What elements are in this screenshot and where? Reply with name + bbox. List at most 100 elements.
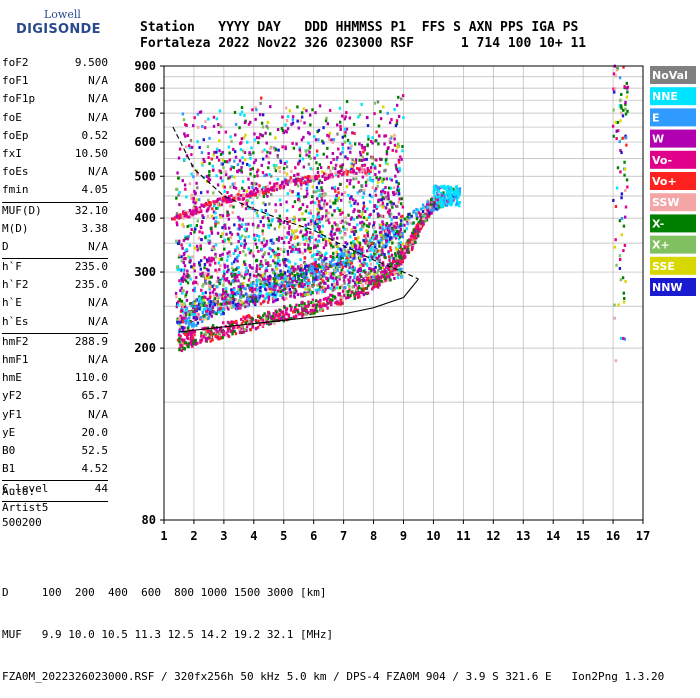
echo-point bbox=[292, 265, 295, 269]
echo-point bbox=[207, 317, 210, 321]
echo-point bbox=[190, 145, 194, 149]
echo-point bbox=[229, 231, 232, 235]
echo-point bbox=[238, 217, 241, 221]
echo-point bbox=[397, 192, 401, 196]
param-separator bbox=[2, 480, 108, 482]
echo-point bbox=[319, 166, 323, 170]
param-label: M(D) bbox=[2, 221, 29, 235]
echo-point bbox=[358, 244, 362, 248]
echo-point bbox=[281, 145, 284, 149]
echo-point bbox=[355, 288, 358, 292]
echo-point bbox=[253, 193, 257, 197]
echo-point bbox=[345, 100, 349, 104]
echo-point bbox=[307, 211, 311, 215]
echo-point bbox=[262, 244, 266, 248]
echo-point bbox=[194, 201, 197, 205]
echo-point bbox=[240, 137, 244, 141]
echo-point bbox=[305, 230, 309, 234]
echo-point bbox=[222, 280, 226, 284]
echo-point bbox=[321, 307, 324, 311]
echo-point bbox=[227, 325, 230, 329]
echo-point bbox=[258, 278, 262, 282]
echo-point bbox=[246, 283, 249, 287]
echo-point bbox=[406, 244, 409, 248]
param-row: B1 4.52 bbox=[2, 462, 108, 480]
echo-point bbox=[230, 174, 234, 178]
echo-point bbox=[212, 124, 216, 128]
echo-point bbox=[232, 288, 235, 292]
echo-point bbox=[316, 207, 319, 211]
echo-point bbox=[367, 271, 371, 275]
echo-point bbox=[321, 215, 324, 219]
echo-point bbox=[205, 175, 209, 179]
echo-point bbox=[302, 274, 305, 278]
echo-point bbox=[255, 245, 259, 249]
echo-point bbox=[198, 230, 201, 234]
echo-point bbox=[455, 197, 459, 201]
echo-point bbox=[206, 145, 210, 149]
echo-point bbox=[394, 236, 398, 240]
echo-point bbox=[329, 274, 333, 278]
echo-point bbox=[259, 220, 262, 224]
echo-point bbox=[248, 206, 251, 210]
echo-point bbox=[292, 267, 295, 271]
echo-point bbox=[294, 234, 297, 238]
echo-point bbox=[294, 305, 297, 309]
echo-point bbox=[294, 245, 297, 249]
echo-point bbox=[622, 300, 626, 304]
echo-point bbox=[401, 205, 405, 209]
echo-point bbox=[183, 158, 186, 162]
echo-point bbox=[365, 281, 369, 285]
echo-point bbox=[253, 237, 256, 241]
echo-point bbox=[303, 217, 306, 221]
echo-point bbox=[298, 199, 301, 203]
echo-point bbox=[194, 227, 197, 231]
echo-point bbox=[350, 144, 353, 148]
echo-point bbox=[284, 257, 287, 261]
echo-point bbox=[193, 116, 196, 120]
echo-point bbox=[188, 215, 191, 219]
echo-point bbox=[253, 174, 256, 178]
echo-point bbox=[336, 244, 340, 248]
echo-point bbox=[439, 199, 443, 203]
echo-point bbox=[304, 209, 308, 213]
echo-point bbox=[314, 267, 317, 271]
echo-point bbox=[322, 246, 326, 250]
echo-point bbox=[374, 166, 377, 170]
echo-point bbox=[216, 302, 220, 306]
echo-point bbox=[323, 176, 327, 180]
echo-point bbox=[235, 290, 239, 294]
echo-point bbox=[410, 247, 414, 251]
echo-point bbox=[301, 293, 305, 297]
echo-point bbox=[373, 112, 376, 116]
echo-point bbox=[294, 181, 297, 185]
echo-point bbox=[289, 277, 292, 281]
echo-point bbox=[195, 205, 198, 209]
echo-point bbox=[230, 165, 233, 169]
echo-point bbox=[301, 234, 305, 238]
echo-point bbox=[290, 250, 293, 254]
echo-point bbox=[283, 306, 286, 310]
echo-point bbox=[449, 197, 452, 201]
echo-point bbox=[245, 319, 248, 323]
echo-point bbox=[234, 268, 238, 272]
echo-point bbox=[288, 273, 291, 277]
echo-point bbox=[364, 210, 367, 214]
echo-point bbox=[379, 223, 382, 227]
param-row: hmF1 N/A bbox=[2, 353, 108, 371]
echo-point bbox=[314, 288, 318, 292]
echo-point bbox=[397, 182, 400, 186]
echo-point bbox=[383, 169, 386, 173]
echo-point bbox=[626, 90, 629, 94]
echo-point bbox=[358, 286, 361, 290]
echo-point bbox=[383, 253, 386, 257]
echo-point bbox=[260, 121, 264, 125]
echo-point bbox=[341, 260, 344, 264]
echo-point bbox=[300, 281, 304, 285]
echo-point bbox=[297, 248, 300, 252]
echo-point bbox=[270, 188, 274, 192]
echo-point bbox=[435, 207, 438, 211]
echo-point bbox=[416, 232, 420, 236]
echo-point bbox=[347, 263, 350, 267]
echo-point bbox=[353, 281, 357, 285]
